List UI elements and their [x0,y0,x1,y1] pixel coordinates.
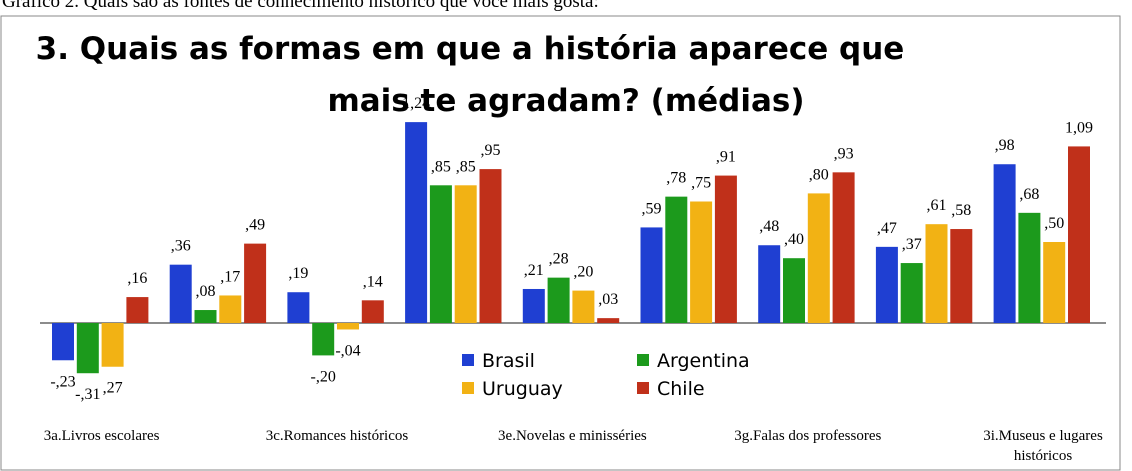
value-label: ,68 [1019,186,1039,203]
legend-swatch [637,382,649,394]
bar [244,243,267,323]
value-label: 1,09 [1065,119,1093,136]
value-label: ,93 [834,145,854,162]
bar [429,185,452,323]
x-tick-label: 3g.Falas dos professores [734,428,882,444]
bar [1068,146,1090,323]
bar [714,175,737,323]
value-label: ,40 [784,231,804,248]
bar [832,172,855,323]
value-label: -,31 [75,386,100,403]
chart-title: mais te agradam? (médias) [327,83,804,119]
bar [361,300,384,323]
value-label: ,85 [431,158,451,175]
chart-title: 3. Quais as formas em que a história apa… [36,31,905,67]
value-label: -,20 [311,368,336,385]
value-label: ,58 [951,202,971,219]
value-label: ,20 [573,264,593,281]
value-label: ,95 [481,142,501,159]
value-label: ,48 [759,218,779,235]
legend-swatch [637,354,649,366]
bar [454,185,477,323]
bar [993,164,1016,323]
x-tick-label: 3a.Livros escolares [43,428,160,444]
bar [405,122,428,324]
value-label: ,21 [524,262,544,279]
x-tick-label: 3i.Museus e lugares históricos [983,428,1103,464]
value-label: 1,24 [402,95,430,112]
bar [690,201,713,323]
caption: Gráfico 2. Quais são as fontes de conhec… [2,0,599,12]
bar [875,246,898,323]
legend-label: Argentina [657,350,750,372]
bar [783,258,805,323]
bar [547,277,570,323]
value-label: -,23 [50,373,75,390]
legend-label: Chile [657,378,705,400]
bar [900,263,923,323]
value-label: ,50 [1044,215,1064,232]
value-label: ,14 [363,273,383,290]
value-label: ,85 [456,158,476,175]
bar [925,224,948,323]
bar [597,318,620,323]
value-label: ,08 [196,283,216,300]
value-label: ,61 [927,197,947,214]
value-label: ,78 [666,170,686,187]
bar [807,193,830,323]
legend-label: Uruguay [482,378,563,400]
bar [76,323,99,374]
value-label: ,47 [877,220,897,237]
value-label: ,16 [127,270,147,287]
value-label: -,04 [335,342,360,359]
bar [101,323,124,367]
value-label: ,80 [809,166,829,183]
legend-label: Brasil [482,350,535,372]
bar [950,229,973,323]
value-label: ,27 [103,380,123,397]
bar [337,323,359,330]
bar [312,323,335,356]
bar [572,290,595,323]
bar [1018,212,1041,323]
bar [169,264,192,323]
value-label: ,59 [642,200,662,217]
x-tick-label: 3e.Novelas e minisséries [498,428,647,444]
bar [479,169,502,323]
bar [219,295,242,323]
value-label: ,75 [691,175,711,192]
bar [1043,242,1066,323]
value-label: ,37 [902,236,922,253]
value-label: ,36 [171,238,191,255]
bar [522,288,545,323]
value-label: ,03 [598,291,618,308]
legend-swatch [462,382,474,394]
value-label: ,98 [995,137,1015,154]
bar [640,227,663,323]
legend-swatch [462,354,474,366]
bar [758,245,781,323]
value-label: ,49 [245,217,265,234]
bar [194,310,217,323]
bar [287,292,310,323]
value-label: ,17 [220,268,240,285]
value-label: ,19 [288,265,308,282]
bar [665,196,688,323]
x-tick-label: 3c.Romances históricos [265,428,409,444]
bar [126,297,149,323]
value-label: ,28 [549,251,569,268]
value-label: ,91 [716,149,736,166]
bar [52,323,74,361]
